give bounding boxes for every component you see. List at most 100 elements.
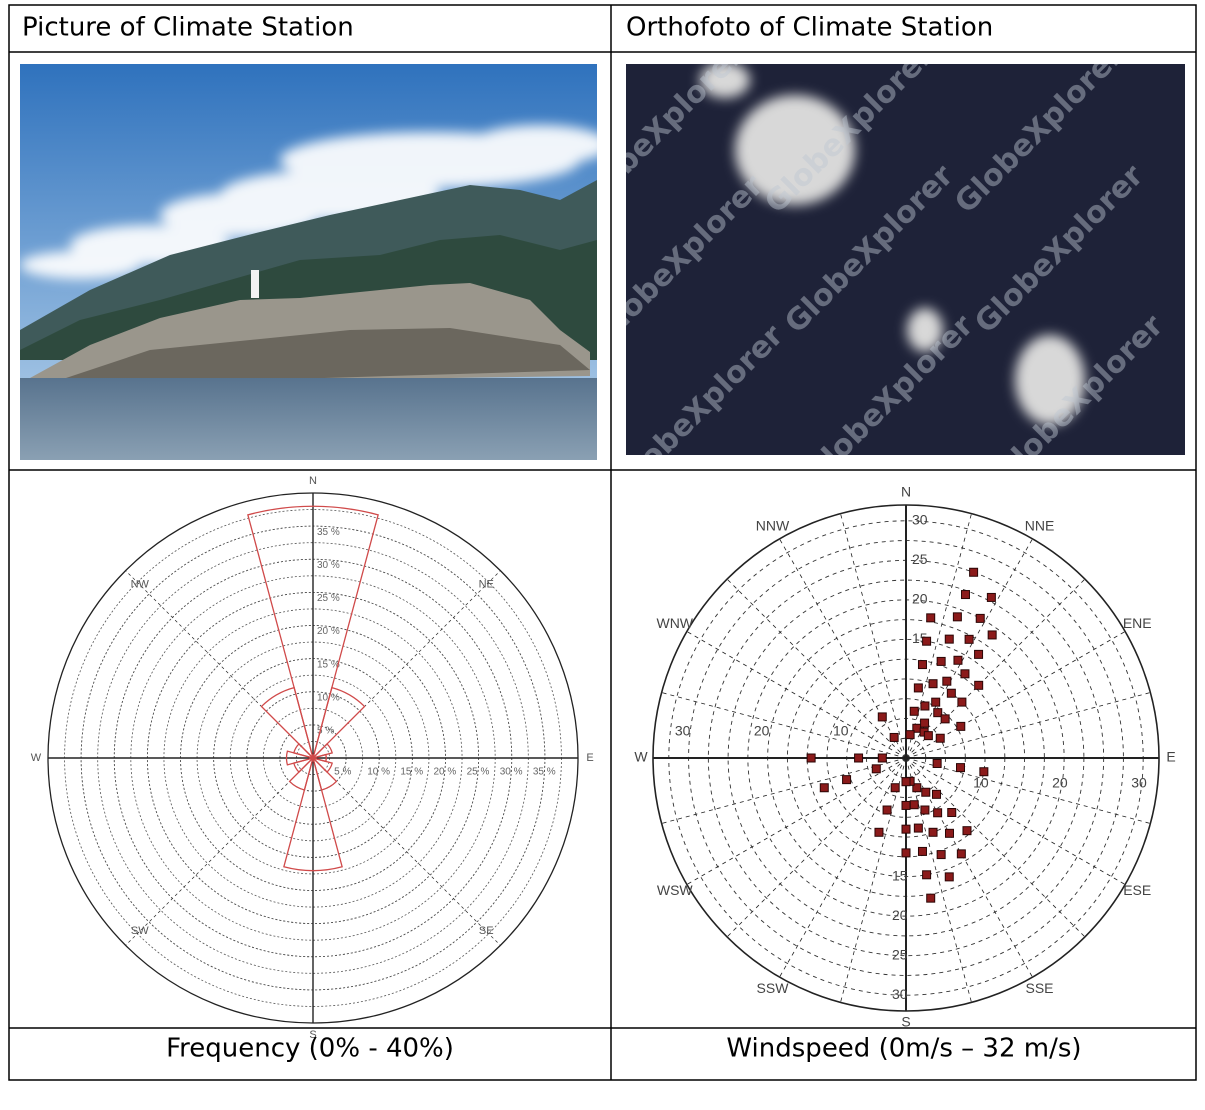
wind-point bbox=[909, 800, 919, 810]
wind-point bbox=[913, 823, 923, 833]
radial-line bbox=[661, 757, 907, 824]
wind-point bbox=[928, 827, 938, 837]
wind-point bbox=[913, 683, 923, 693]
wind-point bbox=[882, 805, 892, 815]
frequency-sector bbox=[310, 743, 333, 760]
wind-point bbox=[912, 783, 922, 793]
wind-point bbox=[944, 828, 954, 838]
wind-point bbox=[933, 708, 943, 718]
wind-point bbox=[964, 634, 974, 644]
radial-tick-label: 25 bbox=[892, 946, 908, 962]
wind-point bbox=[806, 753, 816, 763]
radial-tick-label: 30 bbox=[912, 512, 928, 528]
radial-tick-label: 35 % bbox=[533, 767, 556, 778]
wind-point bbox=[926, 893, 936, 903]
direction-label: S bbox=[901, 1014, 910, 1030]
wind-point bbox=[877, 753, 887, 763]
direction-label: SSE bbox=[1025, 980, 1053, 996]
direction-label: N bbox=[309, 475, 317, 487]
radial-line bbox=[686, 631, 907, 759]
wind-point bbox=[890, 783, 900, 793]
radial-tick-label: 5 % bbox=[334, 767, 351, 778]
wind-point bbox=[940, 714, 950, 724]
wind-point bbox=[947, 808, 957, 818]
frequency-sector bbox=[260, 686, 315, 761]
wind-point bbox=[956, 763, 966, 773]
radial-tick-label: 15 % bbox=[400, 767, 423, 778]
direction-label: WNW bbox=[656, 615, 693, 631]
direction-label: ESE bbox=[1123, 882, 1151, 898]
radial-tick-label: 15 bbox=[892, 867, 908, 883]
radial-line bbox=[905, 757, 972, 1003]
radial-tick-label: 30 bbox=[892, 986, 908, 1002]
radial-line bbox=[125, 757, 314, 946]
caption: Frequency (0% - 40%) bbox=[166, 1034, 454, 1064]
radial-tick-label: 20 bbox=[1052, 775, 1068, 791]
radial-tick-label: 25 bbox=[912, 551, 928, 567]
wind-point bbox=[877, 712, 887, 722]
direction-label: NE bbox=[479, 579, 494, 591]
wind-point bbox=[901, 824, 911, 834]
direction-label: SSW bbox=[757, 980, 790, 996]
windspeed-rose: N NNE ENE E ESE SSE S SSW WSW W WNW NNW 10 10 20 20 30 30… bbox=[634, 484, 1175, 1030]
wind-point bbox=[920, 701, 930, 711]
direction-label: W bbox=[634, 749, 648, 765]
wind-point bbox=[854, 753, 864, 763]
wind-point bbox=[944, 872, 954, 882]
wind-point bbox=[920, 805, 930, 815]
wind-point bbox=[936, 656, 946, 666]
table-borders bbox=[8, 4, 1197, 1081]
radial-tick-label: 25 % bbox=[317, 593, 340, 604]
wind-point bbox=[975, 613, 985, 623]
radial-line bbox=[779, 757, 907, 978]
wind-point bbox=[974, 680, 984, 690]
radial-line bbox=[905, 757, 1151, 824]
wind-point bbox=[962, 826, 972, 836]
radial-line bbox=[840, 513, 907, 759]
radial-line bbox=[905, 757, 1086, 938]
wind-point bbox=[933, 808, 943, 818]
radial-tick-label: 10 % bbox=[367, 767, 390, 778]
wind-point bbox=[931, 697, 941, 707]
header-cell: Orthofoto of Climate Station bbox=[626, 13, 993, 43]
direction-label: E bbox=[586, 752, 593, 764]
direction-label: WSW bbox=[657, 882, 694, 898]
wind-point bbox=[960, 590, 970, 600]
radial-line bbox=[840, 757, 907, 1003]
direction-label: SW bbox=[131, 925, 149, 937]
direction-label: NNE bbox=[1025, 517, 1055, 533]
wind-point bbox=[932, 758, 942, 768]
radial-tick-label: 30 % bbox=[500, 767, 523, 778]
direction-label: E bbox=[1166, 749, 1175, 765]
station-photo bbox=[20, 64, 597, 460]
radial-line bbox=[661, 692, 907, 759]
wind-point bbox=[928, 679, 938, 689]
wind-point bbox=[901, 848, 911, 858]
wind-point bbox=[920, 718, 930, 728]
frequency-sector bbox=[288, 755, 315, 791]
wind-point bbox=[921, 787, 931, 797]
frequency-sector bbox=[285, 750, 316, 766]
radial-tick-label: 5 % bbox=[317, 726, 334, 737]
radial-tick-label: 20 % bbox=[434, 767, 457, 778]
wind-point bbox=[979, 767, 989, 777]
wind-point bbox=[986, 592, 996, 602]
radial-line bbox=[905, 692, 1151, 759]
radial-line bbox=[726, 578, 907, 759]
wind-point bbox=[922, 636, 932, 646]
radial-tick-label: 20 % bbox=[317, 626, 340, 637]
radial-tick-label: 30 % bbox=[317, 560, 340, 571]
wind-point bbox=[901, 777, 911, 787]
header-cell: Picture of Climate Station bbox=[22, 13, 354, 43]
wind-point bbox=[905, 730, 915, 740]
wind-point bbox=[969, 567, 979, 577]
orthofoto: GlobeXplorer GlobeXplorer GlobeXplorerGlob… bbox=[626, 64, 1185, 455]
radial-tick-label: 20 bbox=[754, 723, 770, 739]
wind-point bbox=[952, 612, 962, 622]
frequency-sector bbox=[311, 686, 366, 761]
caption: Windspeed (0m/s – 32 m/s) bbox=[726, 1034, 1081, 1064]
wind-point bbox=[987, 630, 997, 640]
frequency-sector bbox=[283, 755, 343, 872]
